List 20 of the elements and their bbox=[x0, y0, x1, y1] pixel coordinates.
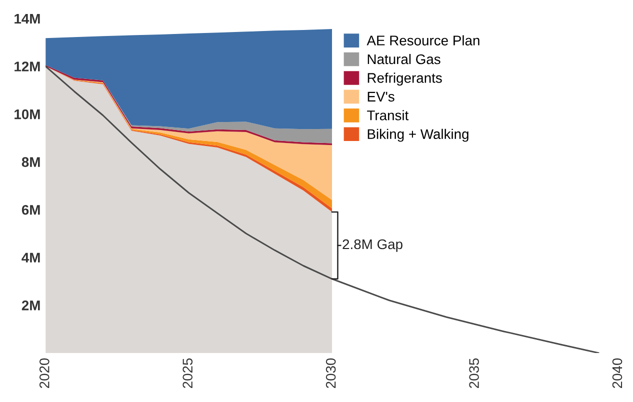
y-tick-label: 8M bbox=[22, 157, 40, 168]
x-tick-label: 2025 bbox=[182, 358, 193, 388]
y-tick-label: 2M bbox=[22, 300, 40, 310]
annotation: 2.8M Gap bbox=[342, 239, 402, 252]
legend-label: AE Resource Plan bbox=[366, 35, 480, 46]
legend-label: Natural Gas bbox=[368, 54, 440, 64]
y-tick-label: 10M bbox=[14, 109, 40, 120]
line-series bbox=[46, 66, 600, 353]
legend-label: EV's bbox=[368, 92, 394, 102]
y-tick-label: 14M bbox=[14, 14, 40, 24]
y-tick-label: 12M bbox=[14, 62, 40, 72]
x-tick-label: 2040 bbox=[612, 358, 622, 388]
legend-label: Biking + Walking bbox=[368, 128, 468, 142]
x-tick-label: 2020 bbox=[39, 358, 50, 388]
legend-label: Refrigerants bbox=[368, 72, 442, 86]
legend-label: Transit bbox=[367, 110, 409, 120]
x-tick-label: 2030 bbox=[326, 358, 336, 388]
y-tick-label: 6M bbox=[22, 204, 40, 215]
y-tick-label: 4M bbox=[22, 252, 40, 262]
x-tick-label: 2035 bbox=[469, 358, 479, 388]
